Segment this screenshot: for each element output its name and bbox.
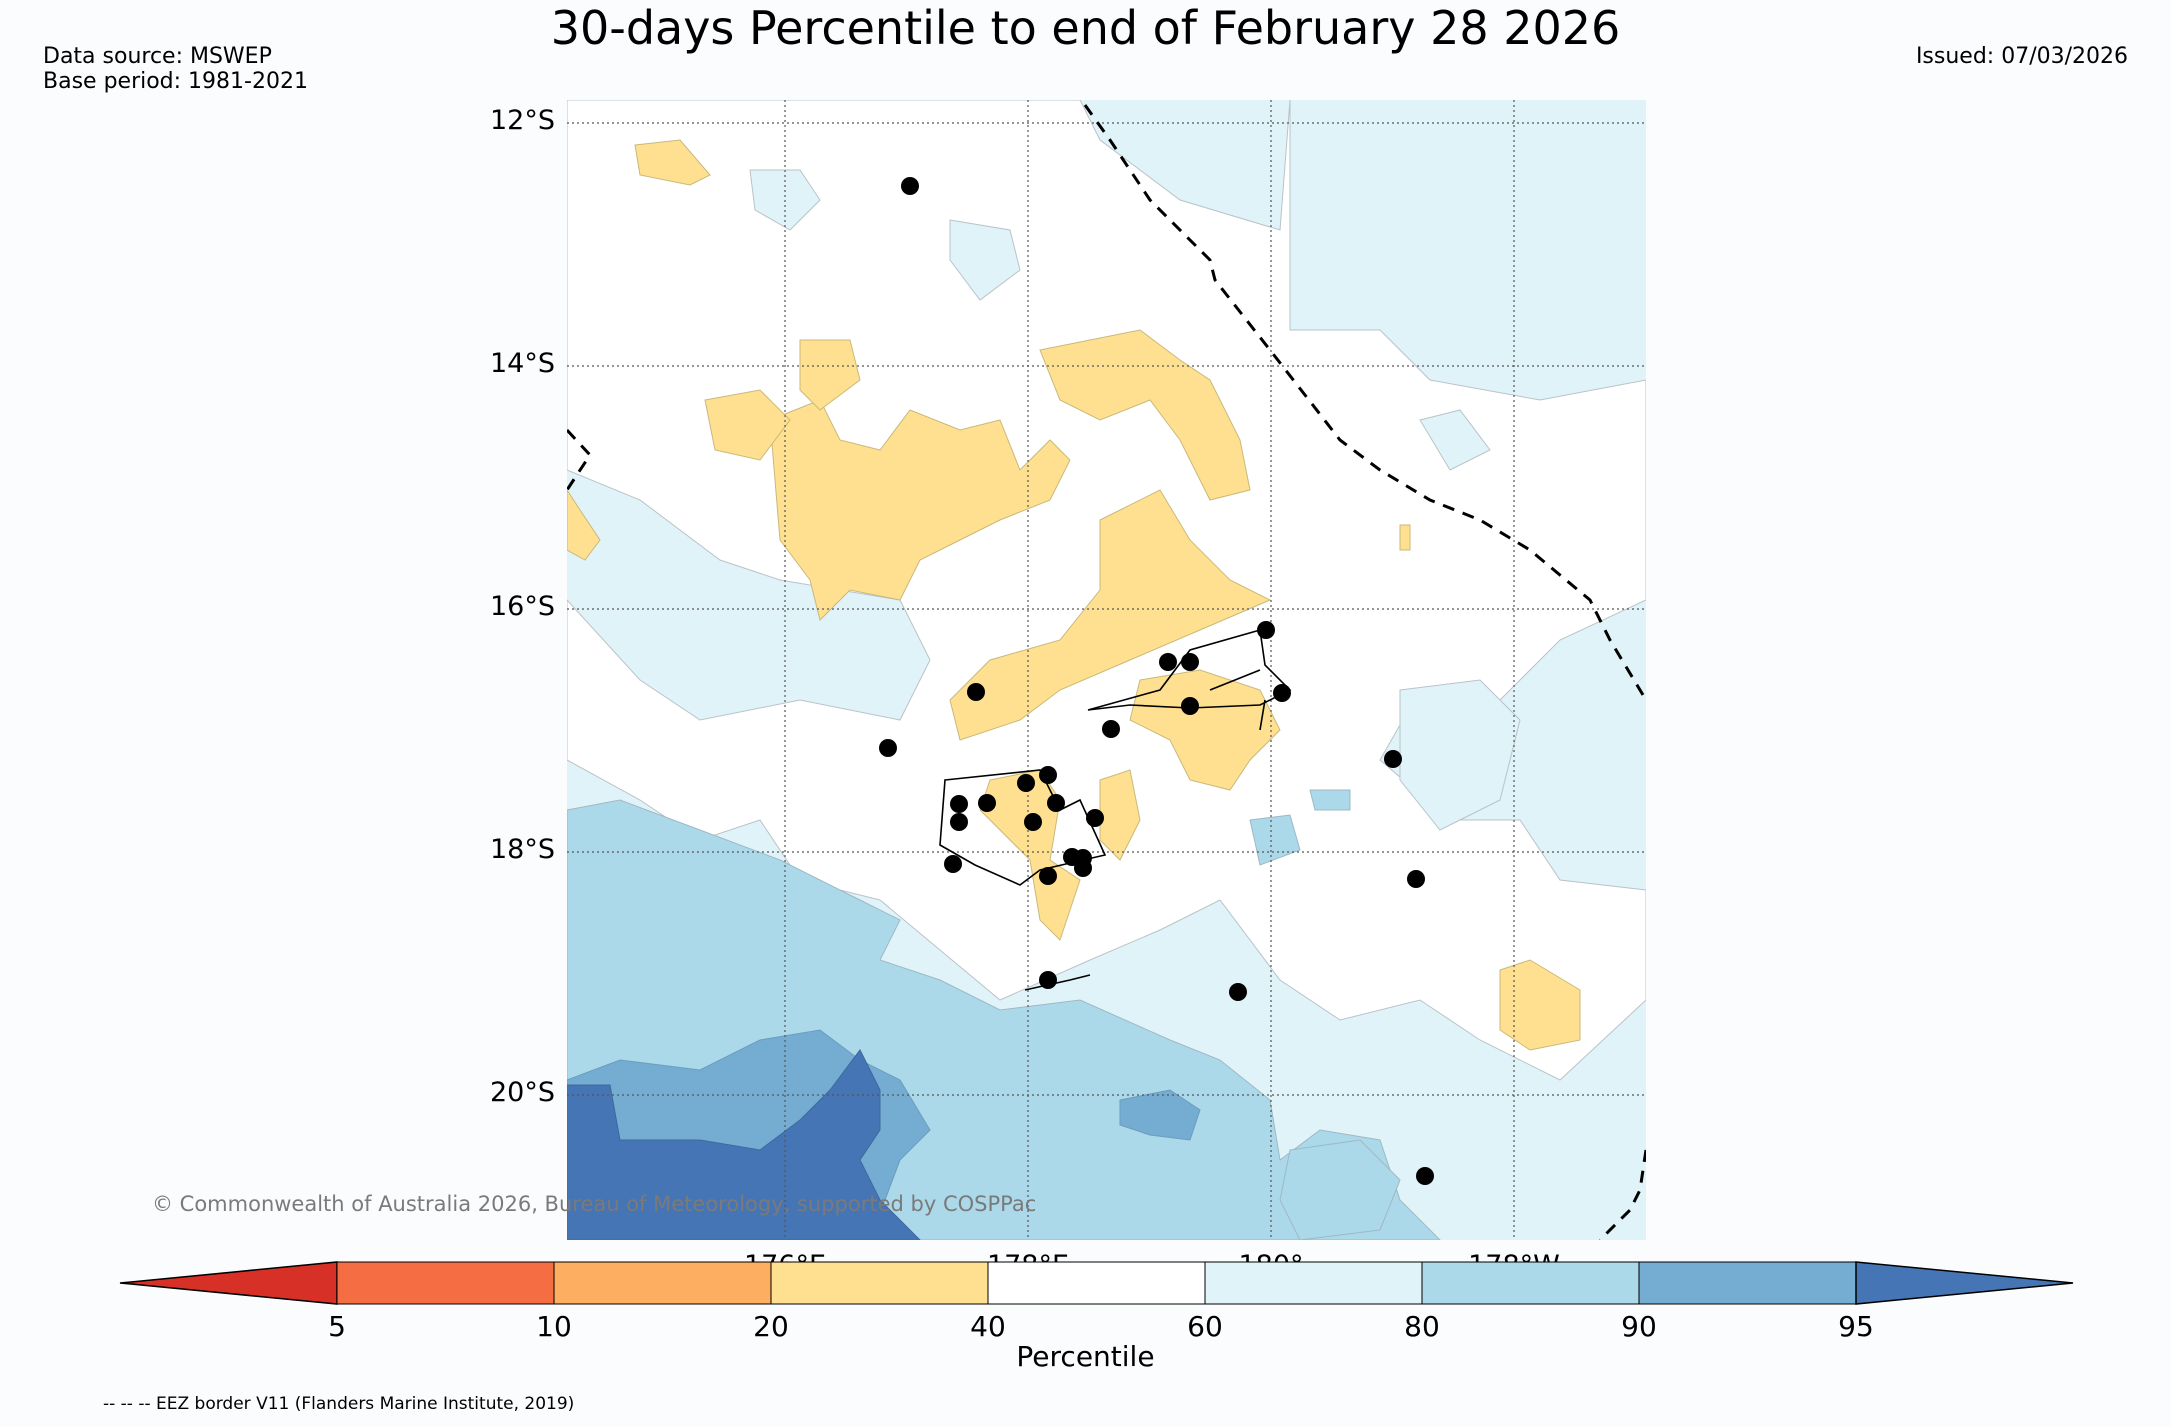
field-80-90-patch	[1309, 789, 1351, 811]
field-20-40	[1039, 329, 1251, 501]
lat-label: 14°S	[490, 348, 555, 379]
field-20-40	[949, 489, 1272, 741]
station-dot	[1086, 809, 1104, 827]
lon-label: 176°E	[743, 1250, 827, 1281]
colorbar-segment-below-5	[119, 1261, 338, 1305]
base-period: Base period: 1981-2021	[43, 69, 308, 94]
kadavu-outline	[1024, 974, 1091, 991]
station-dot	[1159, 653, 1177, 671]
station-dot	[1257, 621, 1275, 639]
percentile-field	[567, 100, 1646, 1240]
station-dot	[1181, 697, 1199, 715]
station-dot	[950, 813, 968, 831]
data-source: Data source: MSWEP	[43, 44, 272, 69]
station-dot	[967, 683, 985, 701]
lon-label: 180°	[1238, 1250, 1304, 1281]
field-90-95-patch	[1119, 1089, 1201, 1141]
colorbar-tick: 60	[1187, 1310, 1223, 1343]
station-dot	[1384, 750, 1402, 768]
coastline-segment	[1209, 669, 1261, 691]
field-20-40	[769, 399, 1071, 621]
colorbar-tick: 40	[970, 1310, 1006, 1343]
station-dot	[1181, 653, 1199, 671]
issued-date: Issued: 07/03/2026	[1915, 44, 2128, 69]
lon-label: 178°E	[986, 1250, 1070, 1281]
field-60-80-patch	[1419, 409, 1491, 471]
field-20-40	[799, 339, 861, 411]
eez-border	[567, 104, 1646, 1240]
field-20-40	[634, 139, 711, 186]
field-60-80-patch	[1399, 679, 1521, 831]
station-dot	[1102, 720, 1120, 738]
colorbar	[119, 1261, 2074, 1305]
colorbar-segment-5-10	[336, 1261, 555, 1305]
colorbar-label: Percentile	[1016, 1340, 1155, 1373]
station-dot	[1024, 813, 1042, 831]
lat-label: 16°S	[490, 591, 555, 622]
field-20-40	[704, 389, 791, 461]
metadata-block: Data source: MSWEP Base period: 1981-202…	[43, 44, 308, 94]
eez-line-southeast	[1598, 1149, 1646, 1240]
colorbar-tick: 10	[536, 1310, 572, 1343]
station-dot	[1039, 971, 1057, 989]
colorbar-tick: 90	[1621, 1310, 1657, 1343]
field-20-40	[979, 769, 1081, 941]
lat-label: 12°S	[490, 105, 555, 136]
station-dot	[978, 794, 996, 812]
station-dot	[1039, 766, 1057, 784]
colorbar-tick: 5	[328, 1310, 346, 1343]
colorbar-tick: 95	[1838, 1310, 1874, 1343]
field-20-40	[1399, 524, 1411, 551]
colorbar-segment-above-95	[1855, 1261, 2074, 1305]
field-20-40	[1099, 769, 1141, 861]
colorbar-segment-90-95	[1638, 1261, 1857, 1305]
vanua-levu-outline	[1087, 628, 1292, 711]
eez-line-west	[567, 428, 592, 491]
station-dot	[901, 177, 919, 195]
field-above-95	[567, 1049, 921, 1240]
field-60-80-patch	[949, 219, 1021, 301]
field-20-40	[567, 489, 601, 561]
copyright-text: © Commonwealth of Australia 2026, Bureau…	[152, 1192, 1037, 1216]
colorbar-tick: 80	[1404, 1310, 1440, 1343]
lat-label: 18°S	[490, 834, 555, 865]
station-dot	[950, 795, 968, 813]
station-dot	[1273, 684, 1291, 702]
coastline-segment	[1259, 699, 1266, 731]
field-80-90-patch	[1279, 1139, 1401, 1240]
eez-legend-note: -- -- -- EEZ border V11 (Flanders Marine…	[103, 1394, 575, 1414]
station-dot	[1416, 1167, 1434, 1185]
station-dot	[944, 855, 962, 873]
field-20-40	[1499, 959, 1581, 1051]
graticule	[567, 100, 1646, 1240]
eez-line-east	[1083, 104, 1646, 701]
field-20-40	[1129, 669, 1281, 791]
lon-label: 178°W	[1468, 1250, 1560, 1281]
station-dot	[1039, 867, 1057, 885]
station-dot	[1047, 794, 1065, 812]
colorbar-tick: 20	[753, 1310, 789, 1343]
station-dot	[879, 739, 897, 757]
station-dot	[1017, 774, 1035, 792]
station-dot	[1229, 983, 1247, 1001]
map-title: 30-days Percentile to end of February 28…	[550, 1, 1621, 55]
lat-label: 20°S	[490, 1077, 555, 1108]
stations	[879, 177, 1434, 1185]
station-dot	[1074, 859, 1092, 877]
station-dot	[1407, 870, 1425, 888]
